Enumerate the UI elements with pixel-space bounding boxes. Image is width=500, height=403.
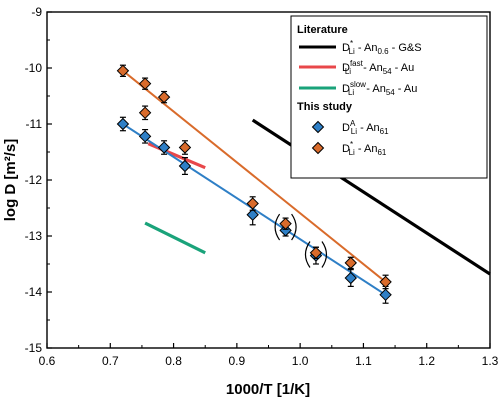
fit-line — [122, 70, 387, 283]
bracket-left — [304, 241, 311, 268]
legend-label: DA Li - An61 — [342, 119, 389, 136]
x-tick-label: 1.2 — [418, 354, 435, 368]
data-point — [178, 159, 192, 173]
legend-label: Dslow Li - An54 - Au — [342, 80, 417, 97]
data-point — [379, 275, 392, 289]
x-tick-label: 0.8 — [165, 354, 182, 368]
x-tick-label: 1.0 — [292, 354, 309, 368]
data-point — [379, 288, 392, 302]
y-tick-label: -10 — [25, 61, 43, 75]
data-point — [138, 130, 152, 143]
data-point — [246, 197, 259, 210]
data-point — [138, 77, 152, 90]
y-tick-label: -12 — [25, 173, 43, 187]
bracket-right — [291, 213, 297, 241]
legend-swatch-marker — [311, 141, 325, 155]
literature-line — [147, 142, 206, 170]
legend-label: D* Li - An61 — [342, 140, 387, 157]
bracket-left — [274, 213, 281, 241]
legend-swatch-marker — [311, 120, 325, 134]
y-tick-label: -9 — [31, 5, 42, 19]
data-point — [344, 256, 357, 270]
x-axis-label: 1000/T [1/K] — [226, 381, 310, 398]
axis-ticks: 0.6 0.7 0.8 0.9 1.0 1.1 1.2 1.3 -15 -14 -13 -12 -11 -… — [25, 5, 499, 368]
bracket-annotations — [274, 213, 328, 268]
fit-line — [122, 123, 387, 296]
data-point — [246, 208, 259, 221]
x-tick-label: 0.6 — [39, 354, 56, 368]
data-point — [178, 141, 192, 154]
x-tick-label: 1.1 — [355, 354, 372, 368]
data-point — [157, 90, 171, 104]
y-tick-label: -15 — [25, 341, 43, 355]
data-point — [138, 106, 152, 120]
data-point — [116, 117, 130, 131]
legend-box — [290, 15, 488, 179]
literature-line — [144, 221, 206, 255]
legend: Literature This study D* Li - An0.6 - G&S… — [290, 15, 488, 179]
legend-entries: D* Li - An0.6 - G&S Dfast Li - An54 - Au Dsl… — [299, 39, 422, 157]
fit-lines — [122, 70, 387, 296]
legend-label: D* Li - An0.6 - G&S — [342, 39, 422, 56]
y-axis-label: log D [m²/s] — [2, 139, 19, 222]
x-tick-label: 0.9 — [229, 354, 246, 368]
y-tick-label: -14 — [25, 285, 43, 299]
data-point — [157, 141, 171, 154]
legend-group-literature: Literature — [297, 24, 348, 36]
data-point — [279, 224, 292, 237]
x-tick-label: 0.7 — [102, 354, 119, 368]
data-point — [309, 246, 323, 260]
data-point — [279, 217, 292, 230]
y-tick-label: -11 — [26, 117, 43, 131]
y-tick-label: -13 — [25, 229, 43, 243]
legend-group-this-study: This study — [297, 101, 353, 113]
legend-label: Dfast Li - An54 - Au — [342, 59, 414, 76]
data-point — [116, 64, 130, 78]
x-tick-label: 1.3 — [482, 354, 499, 368]
bracket-right — [321, 241, 328, 268]
data-point — [344, 271, 357, 285]
data-points — [116, 64, 392, 304]
